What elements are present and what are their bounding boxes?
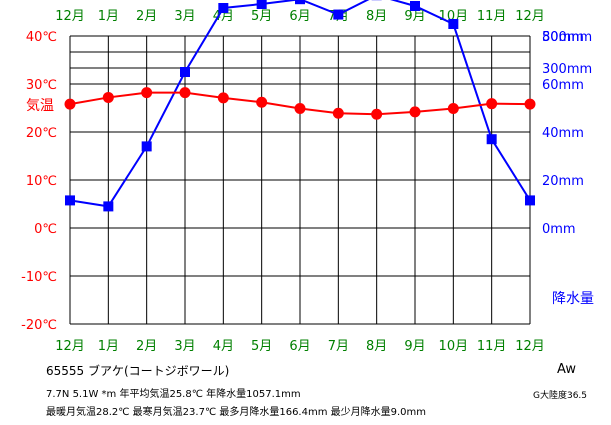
- precipitation-point: [410, 1, 420, 11]
- continentality-index: G大陸度36.5: [533, 391, 588, 401]
- temperature-tick-label: 10℃: [26, 174, 57, 189]
- climate-classification: Aw: [557, 362, 576, 377]
- precipitation-point: [65, 195, 75, 206]
- monthly-extremes-summary: 最暖月気温28.2℃ 最寒月気温23.7℃ 最多月降水量166.4mm 最少月降…: [46, 407, 427, 418]
- temperature-tick-label: 20℃: [26, 126, 57, 141]
- precipitation-point: [180, 67, 190, 77]
- month-label-bottom: 12月: [55, 339, 85, 354]
- precipitation-tick-label: 500mm: [542, 30, 592, 45]
- month-label-bottom: 8月: [366, 339, 387, 354]
- month-label-bottom: 12月: [515, 339, 545, 354]
- station-name: 65555 ブアケ(コートジボワール): [46, 364, 230, 378]
- temperature-tick-label: 40℃: [26, 30, 57, 45]
- grid-lines: [69, 35, 531, 325]
- month-label-bottom: 3月: [174, 339, 195, 354]
- temperature-point: [332, 107, 344, 119]
- temperature-point: [486, 98, 498, 110]
- month-label-bottom: 6月: [289, 339, 310, 354]
- precipitation-series: [65, 0, 535, 212]
- precipitation-point: [333, 9, 344, 20]
- month-label-bottom: 7月: [328, 339, 349, 354]
- month-label-top: 12月: [515, 9, 545, 24]
- temperature-point: [447, 102, 459, 114]
- temperature-point: [64, 98, 76, 110]
- month-label-bottom: 1月: [98, 339, 119, 354]
- month-label-bottom: 4月: [213, 339, 234, 354]
- month-label-top: 8月: [366, 9, 387, 24]
- month-label-top: 3月: [174, 9, 195, 24]
- precipitation-point: [448, 19, 459, 29]
- month-label-bottom: 10月: [439, 339, 469, 354]
- temperature-point: [371, 108, 383, 120]
- month-label-top: 12月: [55, 9, 85, 24]
- precipitation-point: [525, 195, 535, 206]
- precipitation-axis-ticks: 500mm300mm100mm80mm60mm40mm20mm0mm: [542, 30, 592, 237]
- precipitation-point: [218, 3, 229, 13]
- precipitation-point: [141, 141, 152, 152]
- month-label-bottom: 11月: [477, 339, 507, 354]
- month-label-top: 11月: [477, 9, 507, 24]
- month-label-top: 6月: [289, 9, 310, 24]
- month-label-bottom: 9月: [404, 339, 425, 354]
- temperature-tick-label: 30℃: [26, 78, 57, 93]
- precipitation-point: [486, 134, 497, 145]
- month-label-top: 5月: [251, 9, 272, 24]
- month-label-top: 2月: [136, 9, 157, 24]
- bottom-month-labels: 12月 1月 2月 3月 4月 5月 6月 7月 8月 9月 10月 11月 12月: [55, 339, 545, 354]
- precipitation-tick-label: 40mm: [542, 126, 584, 141]
- temperature-point: [524, 98, 536, 110]
- temperature-point: [409, 106, 421, 118]
- temperature-axis-title: 気温: [26, 98, 54, 114]
- temperature-axis-ticks: 40℃ 30℃ 20℃ 10℃ 0℃ -10℃ -20℃: [21, 30, 57, 333]
- precipitation-tick-label: 0mm: [542, 222, 576, 237]
- month-label-bottom: 2月: [136, 339, 157, 354]
- precipitation-axis-title: 降水量: [552, 291, 594, 307]
- temperature-point: [141, 87, 153, 99]
- precipitation-tick-label: 300mm: [542, 62, 592, 77]
- temperature-point: [294, 102, 306, 114]
- precipitation-point: [103, 201, 114, 212]
- temperature-tick-label: -10℃: [21, 270, 57, 285]
- month-label-top: 9月: [404, 9, 425, 24]
- month-label-top: 4月: [213, 9, 234, 24]
- temperature-tick-label: -20℃: [21, 318, 57, 333]
- station-coordinates-summary: 7.7N 5.1W *m 年平均気温25.8℃ 年降水量1057.1mm: [46, 389, 301, 400]
- temperature-series: [64, 87, 536, 120]
- precipitation-tick-label: 60mm: [542, 78, 584, 93]
- month-label-top: 1月: [98, 9, 119, 24]
- temperature-tick-label: 0℃: [34, 222, 57, 237]
- precipitation-point: [295, 0, 305, 5]
- temperature-point: [256, 96, 268, 108]
- temperature-point: [179, 87, 191, 99]
- temperature-point: [102, 91, 114, 103]
- precipitation-tick-label: 80mm: [542, 30, 584, 45]
- precipitation-tick-label: 20mm: [542, 174, 584, 189]
- month-label-bottom: 5月: [251, 339, 272, 354]
- precipitation-point: [256, 0, 267, 9]
- temperature-point: [217, 92, 229, 104]
